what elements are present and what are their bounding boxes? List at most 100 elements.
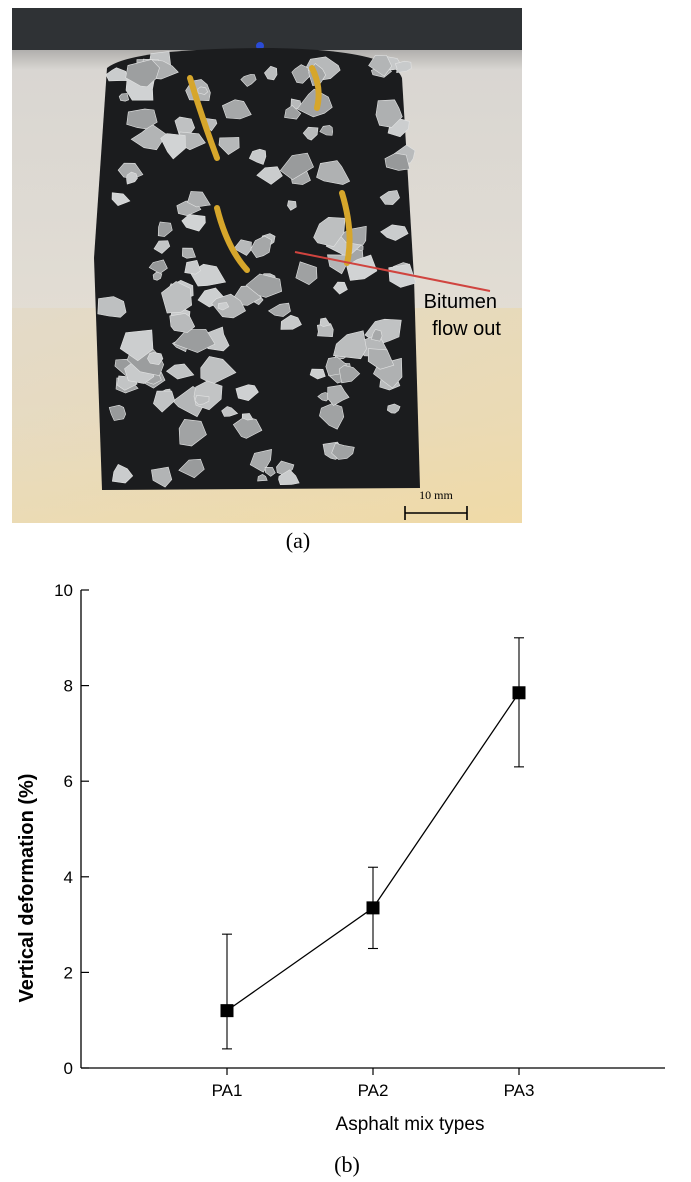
aggregate-stone bbox=[316, 160, 351, 185]
aggregate-stone bbox=[319, 317, 331, 327]
aggregate-stone bbox=[126, 108, 158, 130]
aggregate-stone bbox=[384, 152, 411, 171]
aggregate-stone bbox=[232, 416, 263, 439]
aggregate-stone bbox=[375, 99, 403, 128]
aggregate-stone bbox=[284, 105, 302, 120]
aggregate-stone bbox=[181, 214, 206, 232]
aggregate-stone bbox=[147, 352, 164, 366]
aggregate-stone bbox=[267, 302, 291, 317]
aggregate-stone bbox=[157, 221, 173, 237]
aggregate-stone bbox=[178, 458, 205, 479]
y-tick-label: 6 bbox=[64, 772, 73, 791]
aggregate-stone bbox=[111, 464, 134, 484]
aggregate-stone bbox=[241, 413, 254, 421]
aggregate-stone bbox=[379, 190, 400, 205]
aggregate-stone bbox=[152, 271, 163, 281]
aggregate-stone bbox=[296, 88, 333, 118]
aggregate-stone bbox=[264, 65, 278, 81]
aggregate-stone bbox=[346, 254, 378, 281]
x-tick-label: PA1 bbox=[212, 1081, 243, 1100]
aggregate-stone bbox=[194, 395, 210, 405]
aggregate-stone bbox=[250, 235, 272, 259]
aggregate-stone bbox=[111, 192, 131, 207]
aggregate-stone bbox=[313, 216, 346, 248]
aggregate-stones bbox=[97, 51, 417, 488]
aggregate-stone bbox=[367, 348, 395, 370]
aggregate-stone bbox=[278, 469, 300, 486]
aggregate-stone bbox=[217, 302, 230, 311]
aggregate-stone bbox=[386, 403, 401, 414]
scale-bar-label: 10 mm bbox=[419, 488, 453, 502]
aggregate-stone bbox=[148, 259, 168, 274]
aggregate-stone bbox=[97, 296, 127, 318]
annotation-text-line1: Bitumen bbox=[424, 291, 497, 313]
specimen-photo-drawing: Bitumen flow out 10 mm bbox=[12, 8, 522, 523]
deformation-chart: 0 2 4 6 8 10 PA1 PA2 PA3 Asphalt mix types Vert… bbox=[0, 570, 691, 1145]
aggregate-stone bbox=[319, 125, 334, 136]
aggregate-stone bbox=[371, 329, 383, 342]
aggregate-stone bbox=[327, 384, 350, 406]
aggregate-stone bbox=[221, 406, 239, 417]
aggregate-stone bbox=[126, 171, 138, 185]
caption-a: (a) bbox=[285, 528, 311, 553]
aggregate-stone bbox=[169, 313, 196, 333]
series-line bbox=[220, 637, 526, 1050]
series-polyline bbox=[226, 692, 520, 1012]
aggregate-stone bbox=[178, 418, 207, 447]
chart-axes bbox=[80, 590, 665, 1069]
aggregate-stone bbox=[240, 74, 257, 87]
aggregate-stone bbox=[165, 363, 195, 380]
aggregate-stone bbox=[388, 263, 417, 288]
x-tick-label: PA2 bbox=[358, 1081, 389, 1100]
annotation-text-line2: flow out bbox=[432, 318, 501, 340]
aggregate-stone bbox=[248, 148, 267, 165]
aggregate-stone bbox=[257, 474, 268, 482]
data-point bbox=[512, 686, 526, 700]
aggregate-stone bbox=[125, 59, 160, 88]
aggregate-stone bbox=[287, 200, 297, 211]
aggregate-stone bbox=[119, 329, 154, 362]
aggregate-stone bbox=[105, 67, 128, 82]
yellow-markings bbox=[187, 65, 353, 273]
y-tick-label: 8 bbox=[64, 677, 73, 696]
data-point bbox=[366, 901, 380, 915]
aggregate-stone bbox=[279, 152, 314, 180]
aggregate-stone bbox=[319, 403, 345, 430]
aggregate-stone bbox=[280, 314, 302, 330]
aggregate-stone bbox=[221, 99, 252, 120]
aggregate-stone bbox=[333, 330, 367, 360]
aggregate-stone bbox=[197, 86, 209, 95]
y-ticks: 0 2 4 6 8 10 bbox=[54, 581, 89, 1078]
aggregate-stone bbox=[130, 123, 168, 151]
aggregate-stone bbox=[218, 137, 240, 155]
specimen-photo: Bitumen flow out 10 mm bbox=[12, 8, 522, 523]
aggregate-stone bbox=[368, 55, 393, 77]
data-point bbox=[220, 1004, 234, 1018]
x-tick-label: PA3 bbox=[504, 1081, 535, 1100]
aggregate-stone bbox=[184, 260, 201, 275]
aggregate-stone bbox=[151, 466, 173, 488]
y-axis-title: Vertical deformation (%) bbox=[16, 774, 38, 1003]
aggregate-stone bbox=[108, 404, 127, 421]
caption-b: (b) bbox=[334, 1152, 360, 1177]
aggregate-stone bbox=[160, 133, 186, 160]
aggregate-stone bbox=[338, 365, 361, 384]
aggregate-stone bbox=[118, 93, 130, 102]
aggregate-stone bbox=[309, 368, 326, 380]
aggregate-stone bbox=[153, 390, 176, 413]
x-ticks: PA1 PA2 PA3 bbox=[212, 1068, 535, 1100]
aggregate-stone bbox=[380, 224, 409, 241]
aggregate-stone bbox=[264, 466, 276, 477]
aggregate-stone bbox=[295, 261, 318, 286]
y-tick-label: 0 bbox=[64, 1059, 73, 1078]
x-axis-title: Asphalt mix types bbox=[336, 1114, 485, 1135]
aggregate-stone bbox=[187, 191, 211, 208]
annotation-pointer-line bbox=[294, 251, 491, 292]
aggregate-stone bbox=[316, 323, 334, 338]
y-tick-label: 4 bbox=[64, 868, 73, 887]
aggregate-stone bbox=[181, 247, 197, 259]
y-tick-label: 10 bbox=[54, 581, 73, 600]
aggregate-stone bbox=[161, 281, 193, 314]
chart-svg: 0 2 4 6 8 10 PA1 PA2 PA3 Asphalt mix types Vert… bbox=[16, 581, 665, 1135]
aggregate-stone bbox=[333, 281, 348, 295]
